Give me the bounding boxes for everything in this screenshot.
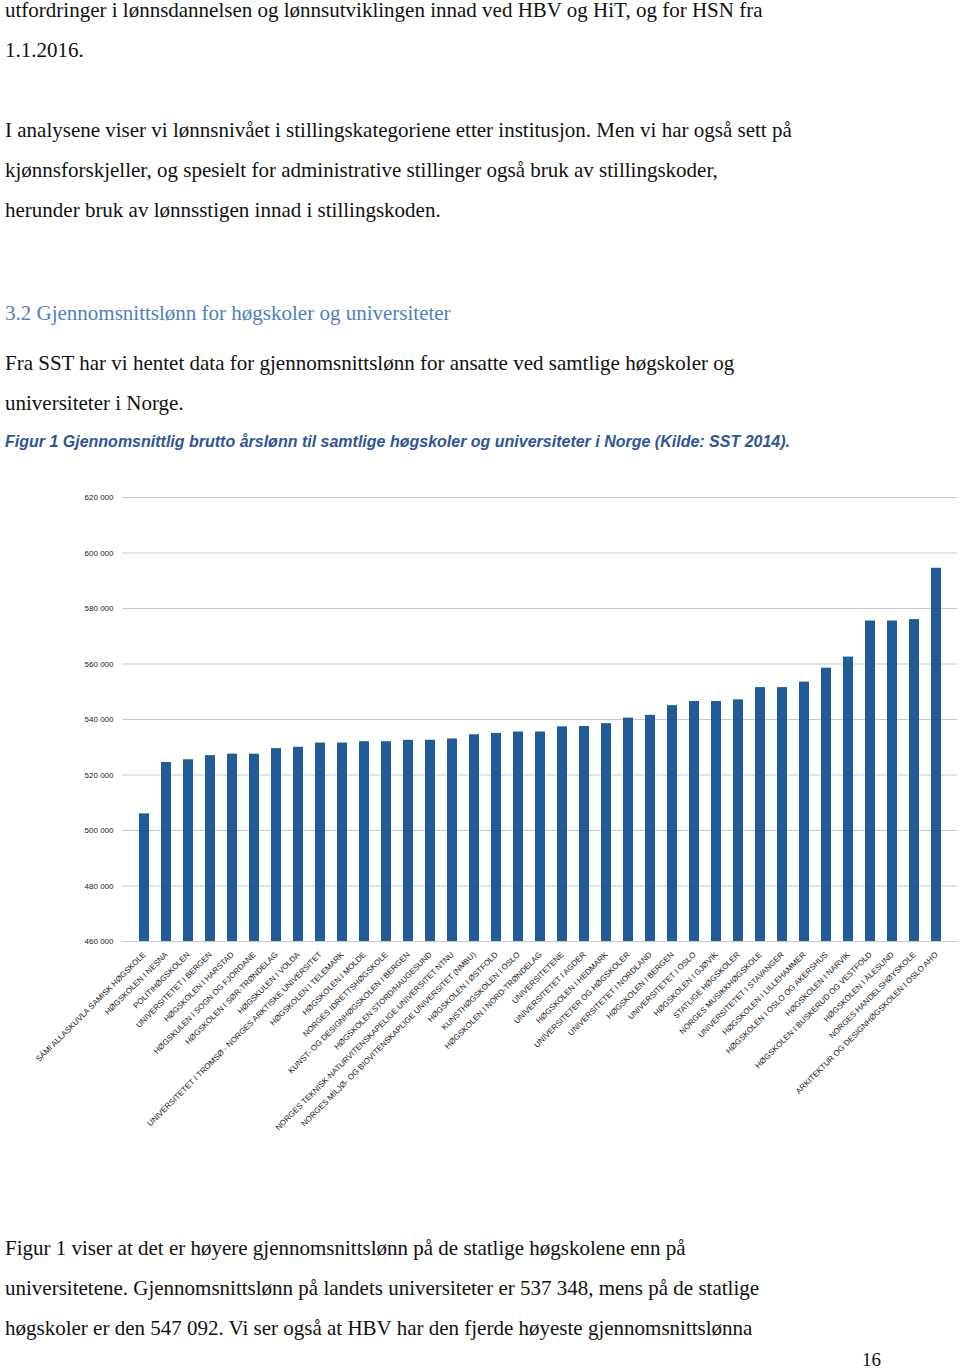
- html-text:16: 16: [862, 1349, 881, 1370]
- svg-text:UNIVERSITETET I STAVANGER: UNIVERSITETET I STAVANGER: [696, 950, 785, 1039]
- svg-text:460 000: 460 000: [85, 937, 114, 946]
- svg-text:UNIVERSITETET I AGDER: UNIVERSITETET I AGDER: [512, 950, 588, 1026]
- svg-text:UNIVERSITETET I BERGEN: UNIVERSITETET I BERGEN: [134, 950, 214, 1030]
- svg-text:620 000: 620 000: [85, 493, 114, 502]
- svg-text:NORGES MUSIKKHØGSKOLE: NORGES MUSIKKHØGSKOLE: [677, 950, 764, 1037]
- svg-text:520 000: 520 000: [85, 771, 114, 780]
- svg-text:HØGSKOLEN I NARVIK: HØGSKOLEN I NARVIK: [783, 950, 852, 1019]
- svg-text:UNIVERSITETET I TROMSØ - NORGE: UNIVERSITETET I TROMSØ - NORGES ARKTISKE…: [145, 950, 324, 1129]
- svg-text:HØGSKOLEN I OSLO OG AKERSHUS: HØGSKOLEN I OSLO OG AKERSHUS: [724, 950, 830, 1056]
- svg-text:HØGSKOLEN I ØSTFOLD: HØGSKOLEN I ØSTFOLD: [426, 950, 500, 1024]
- svg-text:UNIVERSITETET I OSLO: UNIVERSITETET I OSLO: [626, 950, 698, 1022]
- html-text:Figur 1 Gjennomsnittlig brutto: Figur 1 Gjennomsnittlig brutto årslønn t…: [5, 433, 790, 450]
- svg-text:NORGES MILJØ- OG BIOVITENSKAPL: NORGES MILJØ- OG BIOVITENSKAPLIGE UNIVER…: [299, 950, 478, 1129]
- svg-text:HØGSKOLEN I NORD-TRØNDELAG: HØGSKOLEN I NORD-TRØNDELAG: [443, 950, 544, 1051]
- svg-text:480 000: 480 000: [85, 882, 114, 891]
- svg-text:HØGSKOLEN I GJØVIK: HØGSKOLEN I GJØVIK: [652, 950, 720, 1018]
- svg-text:STATLIGE HØGSKOLER: STATLIGE HØGSKOLER: [671, 950, 742, 1021]
- html-text:kjønnsforskjeller, og spesielt: kjønnsforskjeller, og spesielt for admin…: [5, 158, 718, 182]
- svg-text:540 000: 540 000: [85, 715, 114, 724]
- svg-text:HØGSKOLEN I ÅLESUND: HØGSKOLEN I ÅLESUND: [822, 950, 896, 1024]
- html-text:Fra SST har vi hentet data for: Fra SST har vi hentet data for gjennomsn…: [5, 351, 735, 375]
- html-text:Figur 1 viser at det er høyere: Figur 1 viser at det er høyere gjennomsn…: [5, 1236, 686, 1260]
- html-text:universitetene. Gjennomsnittsl: universitetene. Gjennomsnittslønn på lan…: [5, 1276, 760, 1300]
- svg-text:HØGSKOLEN I NESNA: HØGSKOLEN I NESNA: [103, 950, 170, 1017]
- svg-text:HØGSKULEN I VOLDA: HØGSKULEN I VOLDA: [235, 950, 302, 1016]
- svg-text:UNIVERSITETENE: UNIVERSITETENE: [510, 950, 566, 1006]
- svg-text:500 000: 500 000: [85, 826, 114, 835]
- svg-text:ARKITEKTUR OG DESIGNHØGSKOLEN: ARKITEKTUR OG DESIGNHØGSKOLEN I OSLO AHO: [794, 950, 940, 1096]
- svg-text:HØGSKOLEN I MOLDE: HØGSKOLEN I MOLDE: [300, 950, 368, 1018]
- html-text:universiteter i Norge.: universiteter i Norge.: [5, 391, 184, 415]
- svg-text:HØGSKOLEN I BERGEN: HØGSKOLEN I BERGEN: [604, 950, 676, 1021]
- svg-text:HØGSKOLEN STORD/HAUGESUND: HØGSKOLEN STORD/HAUGESUND: [333, 950, 434, 1051]
- svg-text:560 000: 560 000: [85, 660, 114, 669]
- svg-text:HØGSKOLEN I LILLEHAMMER: HØGSKOLEN I LILLEHAMMER: [720, 950, 808, 1037]
- html-text:I analysene viser vi lønnsnivå: I analysene viser vi lønnsnivået i still…: [5, 118, 792, 142]
- svg-text:KUNSTHØGSKOLEN I OSLO: KUNSTHØGSKOLEN I OSLO: [440, 950, 522, 1032]
- svg-text:HØGSKULEN I SOGN OG FJORDANE: HØGSKULEN I SOGN OG FJORDANE: [152, 950, 258, 1056]
- html-text:3.2 Gjennomsnittslønn for høgs: 3.2 Gjennomsnittslønn for høgskoler og u…: [5, 301, 451, 325]
- svg-text:POLITIHØGSKOLEN: POLITIHØGSKOLEN: [131, 950, 192, 1011]
- svg-text:HØGSKOLEN I SØR-TRØNDELAG: HØGSKOLEN I SØR-TRØNDELAG: [183, 950, 279, 1046]
- svg-text:KUNST- OG DESIGNHØGSKOLEN I BE: KUNST- OG DESIGNHØGSKOLEN I BERGEN: [286, 950, 412, 1076]
- svg-text:HØGSKOLEN I HARSTAD: HØGSKOLEN I HARSTAD: [162, 950, 236, 1024]
- html-text:høgskoler er den 547 092. Vi s: høgskoler er den 547 092. Vi ser også at…: [5, 1316, 753, 1340]
- svg-text:SÁMI ALLASKUVLA SAMISK HØGSKOL: SÁMI ALLASKUVLA SAMISK HØGSKOLE: [34, 950, 148, 1064]
- svg-text:NORGES TEKNISK-NATURVITENSKAPE: NORGES TEKNISK-NATURVITENSKAPELIGE UNIVE…: [274, 950, 456, 1132]
- svg-text:UNIVERSITETER OG HØGSKOLER: UNIVERSITETER OG HØGSKOLER: [532, 950, 632, 1050]
- html-text:1.1.2016.: 1.1.2016.: [5, 38, 84, 62]
- svg-text:HØGSKOLEN I BUSKERUD OG VESTFO: HØGSKOLEN I BUSKERUD OG VESTFOLD: [753, 950, 874, 1071]
- svg-text:UNIVERSITETET I NORDLAND: UNIVERSITETET I NORDLAND: [566, 950, 654, 1038]
- svg-text:600 000: 600 000: [85, 549, 114, 558]
- svg-text:HØGSKOLEN I HEDMARK: HØGSKOLEN I HEDMARK: [534, 950, 610, 1026]
- svg-text:NORGES HANDELSHØYSKOLE: NORGES HANDELSHØYSKOLE: [827, 950, 917, 1040]
- svg-text:NORGES IDRETTSHØGSKOLE: NORGES IDRETTSHØGSKOLE: [301, 950, 390, 1039]
- html-text:herunder bruk av lønnsstigen i: herunder bruk av lønnsstigen innad i sti…: [5, 198, 441, 222]
- svg-text:580 000: 580 000: [85, 604, 114, 613]
- svg-text:HØGSKOLEN I TELEMARK: HØGSKOLEN I TELEMARK: [268, 950, 346, 1028]
